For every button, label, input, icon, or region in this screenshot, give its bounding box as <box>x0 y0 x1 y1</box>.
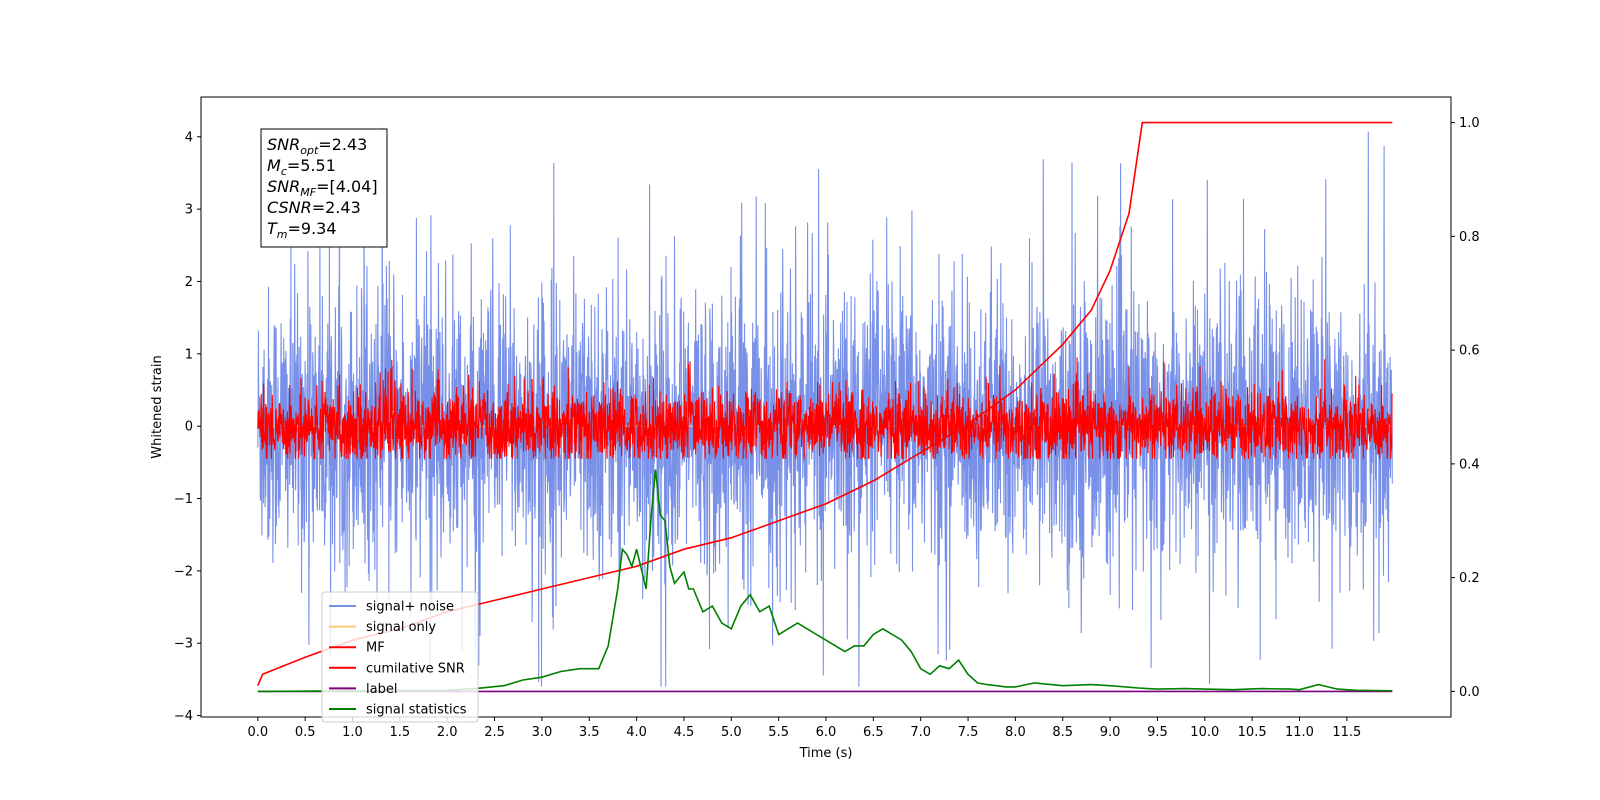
x-tick-label: 1.5 <box>390 725 411 740</box>
legend-frame <box>321 591 479 723</box>
y2-tick-label: 0.2 <box>1459 571 1480 586</box>
x-tick-label: 6.0 <box>816 725 837 740</box>
annotation-line: Tm=9.34 <box>267 219 337 241</box>
legend-label: signal+ noise <box>366 600 454 615</box>
legend: signal+ noise signal only MF cumilative SNR… <box>321 591 479 723</box>
x-tick-label: 10.0 <box>1190 725 1219 740</box>
annotation-box-frame <box>260 128 388 248</box>
series-signal-noise-line <box>257 127 1393 687</box>
x-tick-label: 0.0 <box>247 725 268 740</box>
x-tick-label: 1.0 <box>342 725 363 740</box>
y2-tick-label: 0.0 <box>1459 685 1480 700</box>
y2-tick-label: 0.4 <box>1459 457 1480 472</box>
y-tick-label: 1 <box>185 347 193 362</box>
series-signal-statistics-line <box>257 469 1393 693</box>
x-tick-label: 8.5 <box>1052 725 1073 740</box>
annotation-line: CSNR=2.43 <box>267 198 361 217</box>
y-tick-label: −1 <box>174 492 193 507</box>
noise-traces <box>257 127 1393 687</box>
x-tick-label: 4.5 <box>674 725 695 740</box>
series-mf-line <box>257 357 1393 461</box>
y-tick-label: 2 <box>185 275 193 290</box>
y-axis-ticks: 4 3 2 1 0 −1 −2 −3 −4 <box>174 130 201 724</box>
x-tick-label: 2.5 <box>484 725 505 740</box>
x-tick-label: 3.0 <box>532 725 553 740</box>
x-tick-label: 5.0 <box>721 725 742 740</box>
x-tick-label: 11.5 <box>1332 725 1361 740</box>
x-tick-label: 10.5 <box>1238 725 1267 740</box>
annotation-line: SNRopt=2.43 <box>267 135 367 157</box>
legend-label: cumilative SNR <box>366 661 465 676</box>
legend-label: label <box>366 682 397 697</box>
x-tick-label: 3.5 <box>579 725 600 740</box>
x-tick-label: 8.0 <box>1005 725 1026 740</box>
annotation-line: Mc=5.51 <box>267 156 336 178</box>
y-tick-label: 3 <box>185 203 193 218</box>
y-tick-label: −2 <box>174 564 193 579</box>
y-tick-label: −4 <box>174 709 193 724</box>
x-tick-label: 5.5 <box>768 725 789 740</box>
x-tick-label: 7.0 <box>910 725 931 740</box>
x-axis-ticks: 0.0 0.5 1.0 1.5 2.0 2.5 3.0 3.5 4.0 4.5 5.0 5.5 6.0 6… <box>247 717 1361 740</box>
x-axis-label: Time (s) <box>799 746 853 761</box>
x-tick-label: 7.5 <box>958 725 979 740</box>
legend-label: signal statistics <box>366 703 467 718</box>
x-tick-label: 0.5 <box>295 725 316 740</box>
y-axis-label: Whitened strain <box>150 355 165 458</box>
x-tick-label: 6.5 <box>863 725 884 740</box>
x-tick-label: 2.0 <box>437 725 458 740</box>
y2-axis-ticks: 1.0 0.8 0.6 0.4 0.2 0.0 <box>1451 116 1480 700</box>
y-tick-label: 4 <box>185 130 193 145</box>
y-tick-label: −3 <box>174 637 193 652</box>
y2-tick-label: 0.6 <box>1459 344 1480 359</box>
x-tick-label: 4.0 <box>626 725 647 740</box>
x-tick-label: 9.5 <box>1147 725 1168 740</box>
y-tick-label: 0 <box>185 420 193 435</box>
y2-tick-label: 0.8 <box>1459 230 1480 245</box>
x-tick-label: 9.0 <box>1100 725 1121 740</box>
y2-tick-label: 1.0 <box>1459 116 1480 131</box>
annotation-line: SNRMF=[4.04] <box>267 177 378 199</box>
x-tick-label: 11.0 <box>1285 725 1314 740</box>
legend-label: signal only <box>366 620 436 635</box>
legend-label: MF <box>366 641 385 656</box>
